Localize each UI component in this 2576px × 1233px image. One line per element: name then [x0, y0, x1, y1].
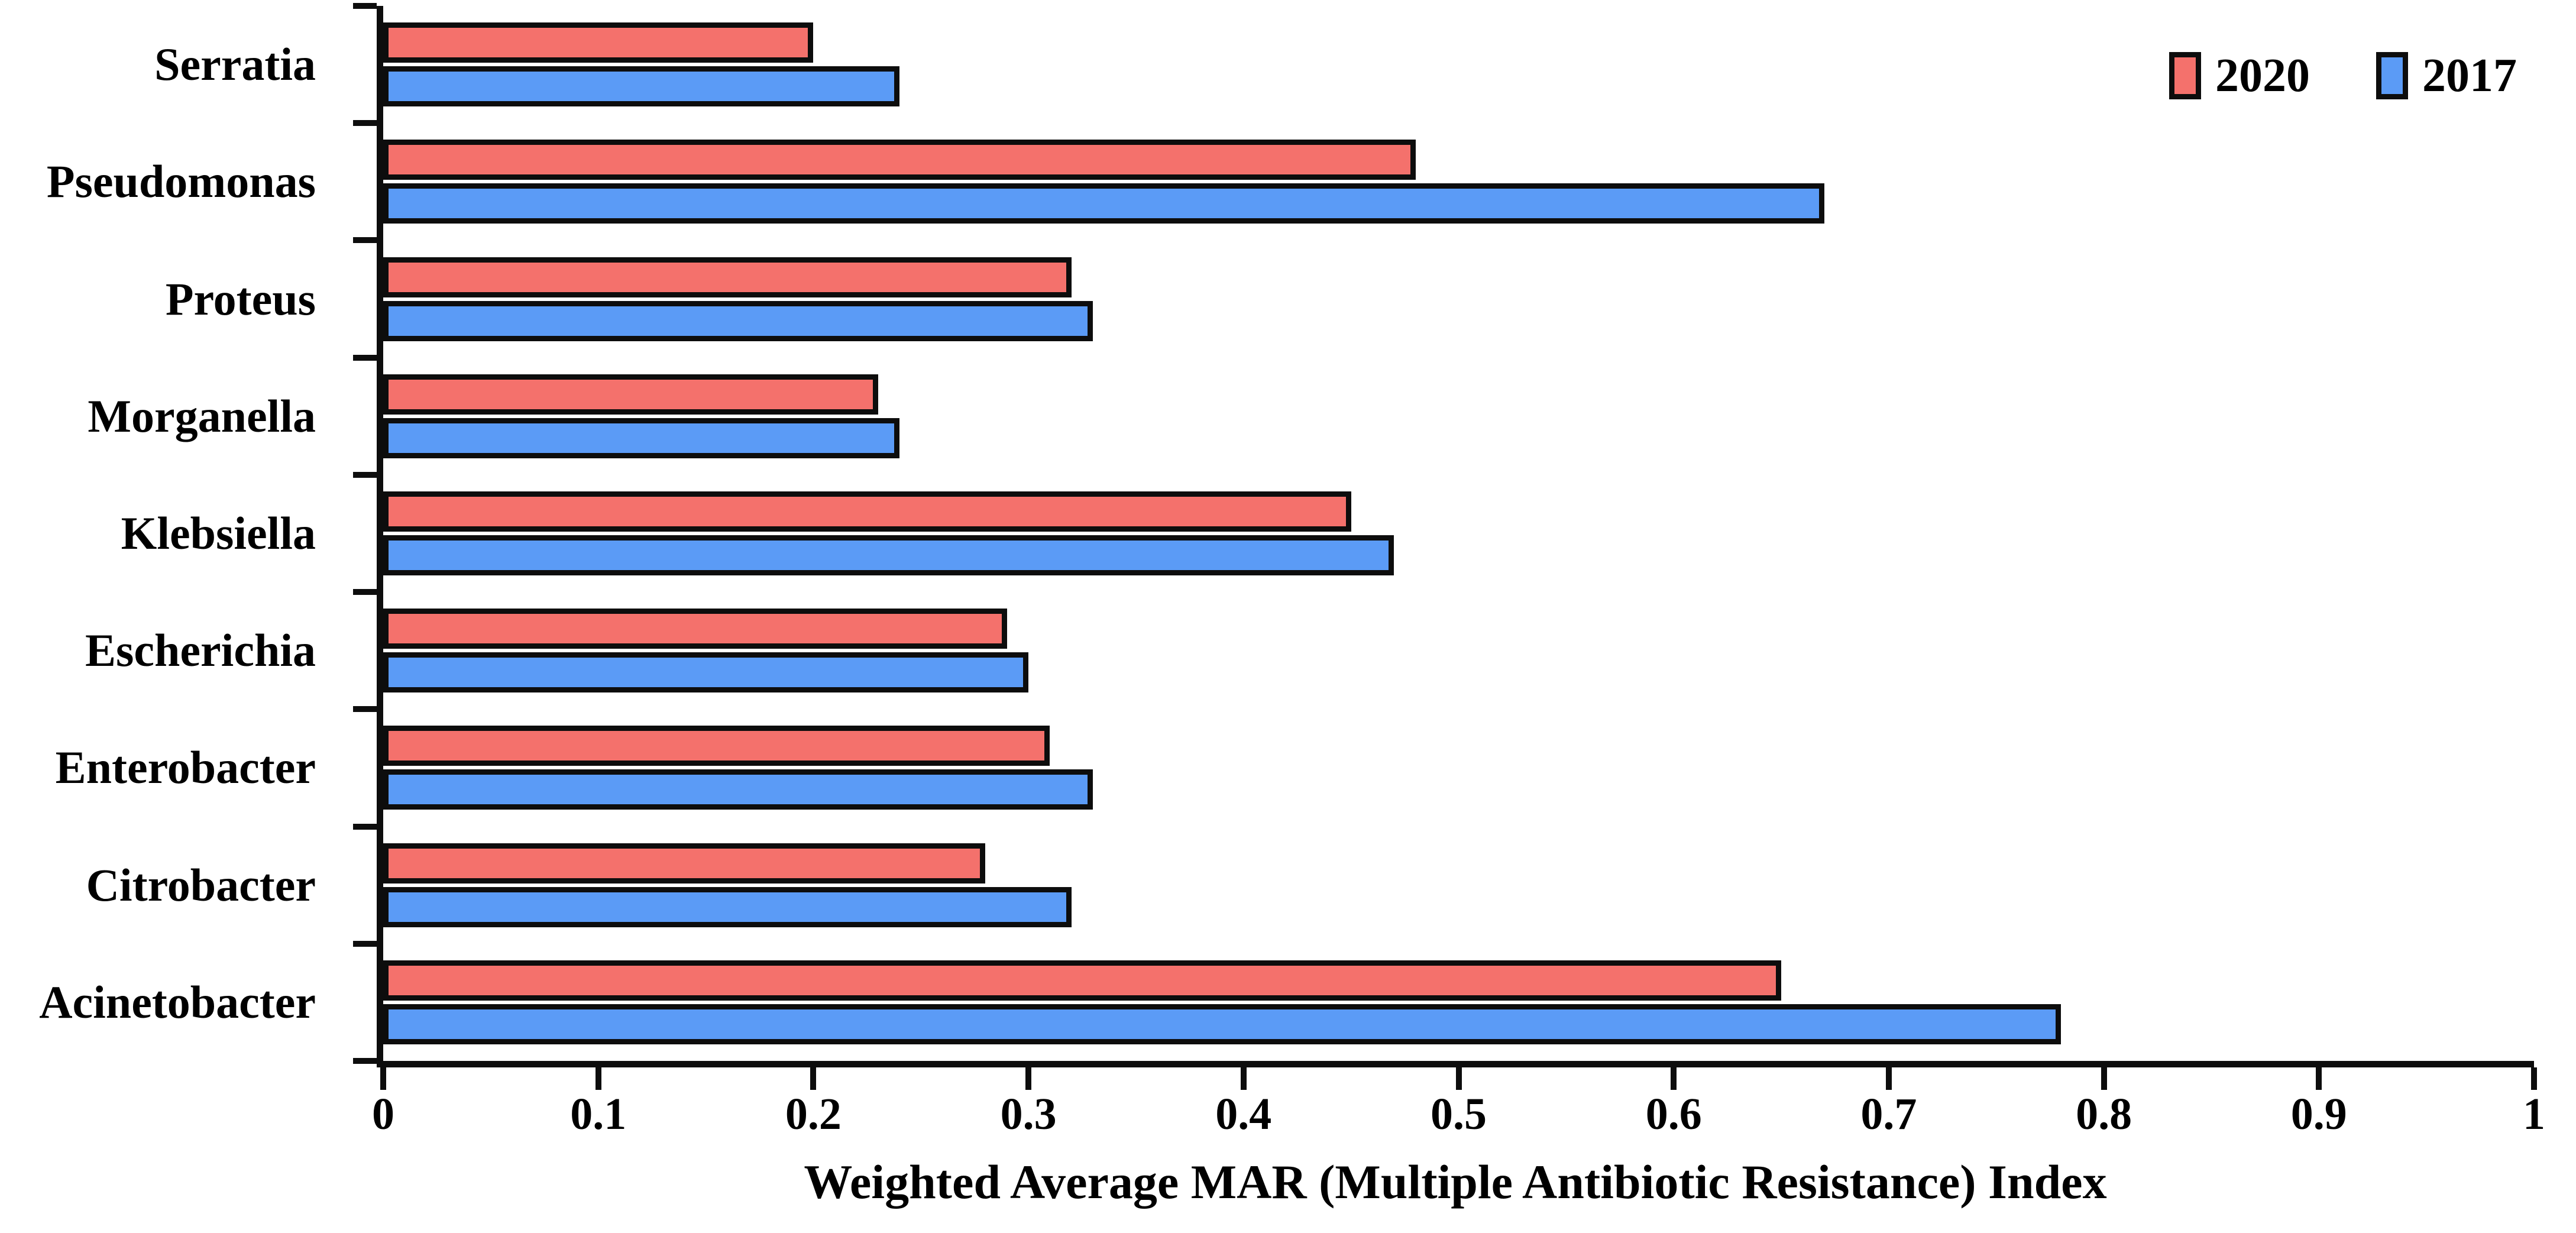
category-label-enterobacter: Enterobacter [55, 742, 316, 794]
bar-group-escherichia [383, 592, 2534, 709]
x-axis-title: Weighted Average MAR (Multiple Antibioti… [804, 1155, 2107, 1209]
bar-morganella-2017 [383, 418, 899, 458]
bar-group-pseudomonas [383, 123, 2534, 240]
bar-acinetobacter-2017 [383, 1004, 2061, 1044]
y-axis-tick [353, 354, 377, 361]
x-axis-tick [1240, 1067, 1247, 1090]
category-label-morganella: Morganella [88, 390, 316, 442]
x-tick-label: 0.3 [1000, 1089, 1057, 1139]
bar-escherichia-2020 [383, 609, 1007, 649]
x-axis-tick [2101, 1067, 2107, 1090]
bar-group-klebsiella [383, 475, 2534, 592]
legend-label: 2020 [2215, 50, 2310, 102]
x-axis-tick [2316, 1067, 2322, 1090]
bar-klebsiella-2020 [383, 491, 1351, 532]
y-axis-tick [353, 823, 377, 830]
bar-proteus-2020 [383, 257, 1072, 297]
x-axis-tick [1025, 1067, 1032, 1090]
bar-proteus-2017 [383, 300, 1093, 341]
bar-group-enterobacter [383, 709, 2534, 826]
plot-area: 0 0.1 0.2 0.3 0.4 0.5 0.6 0.7 0.8 0.9 1 [353, 3, 2545, 1137]
legend-swatch [2169, 52, 2201, 99]
y-axis-tick [353, 706, 377, 713]
bar-escherichia-2017 [383, 652, 1029, 693]
category-label-klebsiella: Klebsiella [121, 507, 316, 559]
y-axis-tick [353, 1058, 377, 1064]
x-axis-tick [810, 1067, 817, 1090]
x-tick-label: 0.8 [2076, 1089, 2132, 1139]
y-axis-tick [353, 3, 377, 9]
x-tick-label: 0.1 [570, 1089, 627, 1139]
x-axis-tick [1455, 1067, 1462, 1090]
bar-group-serratia [383, 6, 2534, 123]
bar-pseudomonas-2017 [383, 183, 1824, 224]
category-label-pseudomonas: Pseudomonas [46, 156, 316, 208]
x-axis-tick [2531, 1067, 2537, 1090]
bar-klebsiella-2017 [383, 535, 1394, 575]
x-tick-label: 0.5 [1431, 1089, 1487, 1139]
bar-citrobacter-2017 [383, 886, 1072, 927]
category-label-acinetobacter: Acinetobacter [39, 976, 316, 1028]
bar-acinetobacter-2020 [383, 960, 1782, 1001]
bar-enterobacter-2020 [383, 726, 1050, 766]
legend-swatch [2376, 52, 2408, 99]
legend-label: 2017 [2422, 50, 2517, 102]
x-axis-tick [1671, 1067, 1677, 1090]
bar-group-citrobacter [383, 827, 2534, 944]
x-tick-label: 0.6 [1645, 1089, 1702, 1139]
category-labels: Serratia Pseudomonas Proteus Morganella Kleb… [0, 6, 344, 1061]
bar-enterobacter-2017 [383, 769, 1093, 810]
category-label-serratia: Serratia [154, 38, 316, 90]
bar-group-morganella [383, 358, 2534, 475]
x-tick-label: 0.9 [2290, 1089, 2347, 1139]
y-axis-tick [353, 589, 377, 596]
legend: 2020 2017 [2169, 52, 2517, 99]
x-tick-label: 1 [2523, 1089, 2545, 1139]
x-tick-label: 0.2 [785, 1089, 842, 1139]
legend-item-2017: 2017 [2376, 52, 2517, 99]
bar-serratia-2017 [383, 66, 899, 107]
bar-morganella-2020 [383, 374, 878, 415]
category-label-escherichia: Escherichia [85, 624, 316, 677]
bar-pseudomonas-2020 [383, 140, 1416, 180]
bar-serratia-2020 [383, 22, 814, 63]
category-label-proteus: Proteus [165, 273, 316, 325]
x-tick-label: 0.7 [1860, 1089, 1917, 1139]
bar-citrobacter-2020 [383, 843, 986, 884]
y-axis-tick [353, 940, 377, 947]
bar-group-acinetobacter [383, 944, 2534, 1061]
legend-item-2020: 2020 [2169, 52, 2310, 99]
x-tick-label: 0.4 [1215, 1089, 1272, 1139]
plot-rows [383, 6, 2534, 1061]
y-axis-tick [353, 237, 377, 244]
x-tick-label: 0 [372, 1089, 394, 1139]
x-axis-tick [1885, 1067, 1892, 1090]
x-axis-tick [380, 1067, 386, 1090]
category-label-citrobacter: Citrobacter [86, 859, 316, 911]
bar-group-proteus [383, 240, 2534, 357]
x-axis-tick [595, 1067, 601, 1090]
y-axis-tick [353, 120, 377, 127]
y-axis-tick [353, 471, 377, 478]
